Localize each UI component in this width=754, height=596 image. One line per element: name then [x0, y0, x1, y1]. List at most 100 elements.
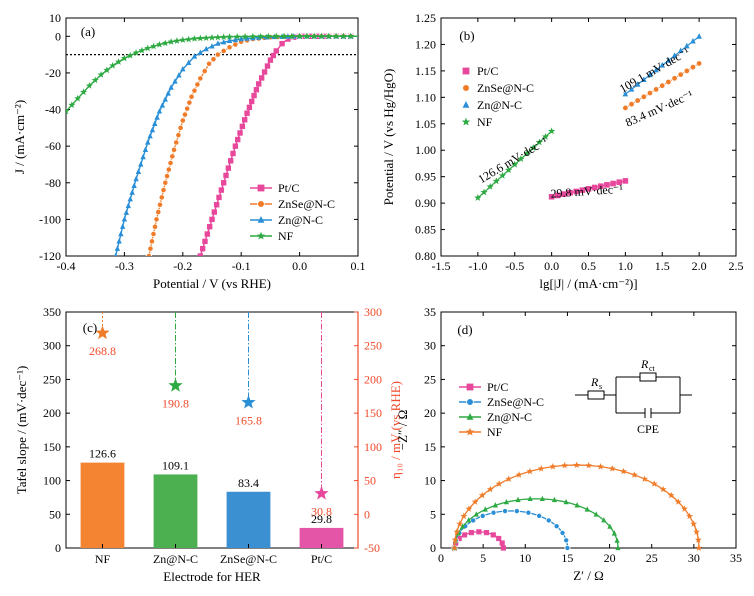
data-point — [223, 172, 229, 179]
y-tick-label: 20 — [424, 406, 436, 420]
data-point — [695, 60, 703, 67]
y-right-tick-label: 300 — [364, 305, 382, 319]
data-point — [168, 84, 174, 90]
data-point — [202, 34, 210, 41]
data-point — [205, 60, 213, 67]
x-tick-label: 20 — [604, 551, 616, 565]
legend-marker — [462, 67, 470, 75]
x-tick-label: 35 — [730, 551, 742, 565]
y-tick-label: 0 — [55, 29, 61, 43]
data-point — [147, 132, 153, 139]
bar-NF — [80, 462, 125, 548]
data-point — [554, 192, 561, 199]
data-point — [135, 168, 142, 174]
data-point — [246, 104, 253, 111]
legend-label: ZnSe@N-C — [278, 197, 335, 211]
data-point — [317, 32, 326, 40]
y-right-tick-label: 100 — [364, 440, 382, 454]
data-point — [641, 475, 649, 482]
data-point — [537, 465, 545, 472]
data-point — [693, 528, 700, 535]
tafel-slope-label: 126.6 mV·dec⁻¹ — [475, 134, 550, 187]
series-line-ZnSe@N-C — [148, 35, 358, 256]
panel-label: (a) — [81, 24, 95, 39]
data-point — [653, 66, 659, 73]
data-point — [132, 49, 140, 56]
data-point — [238, 35, 244, 42]
data-point — [214, 33, 222, 41]
legend-marker — [462, 101, 470, 108]
data-point — [165, 90, 171, 96]
data-point — [539, 495, 545, 501]
data-point — [659, 485, 667, 493]
data-point — [138, 161, 144, 167]
data-point — [567, 189, 573, 196]
data-point — [500, 545, 506, 551]
y-right-tick-label: 50 — [364, 474, 376, 488]
data-point — [614, 537, 620, 543]
data-point — [622, 90, 629, 97]
data-point — [209, 43, 215, 49]
x-tick-label: -1.5 — [432, 259, 451, 273]
y-tick-label: -60 — [45, 139, 61, 153]
rct-label: R — [640, 357, 649, 371]
data-point — [133, 175, 139, 182]
data-point — [74, 94, 82, 102]
x-tick-label: 1.5 — [655, 259, 670, 273]
data-point — [103, 66, 111, 74]
data-point — [640, 93, 648, 101]
data-point — [573, 461, 581, 468]
y-tick-label: 1.00 — [415, 143, 436, 157]
data-point — [114, 245, 121, 251]
data-point — [527, 495, 533, 501]
data-point — [470, 517, 477, 524]
data-point — [206, 224, 213, 230]
data-point — [159, 102, 166, 108]
data-point — [652, 86, 660, 93]
y-right-axis-label: η₁₀ / mV (vs RHE) — [388, 381, 403, 479]
y-tick-label: 1.05 — [415, 117, 436, 131]
y-tick-label: 300 — [43, 339, 61, 353]
y-tick-label: 0.85 — [415, 223, 436, 237]
x-tick-label: -1.0 — [468, 259, 487, 273]
x-tick-label: -0.3 — [115, 259, 134, 273]
data-point — [172, 78, 178, 84]
data-point — [215, 40, 221, 46]
data-point — [641, 76, 647, 82]
data-point — [559, 529, 566, 536]
y-axis-label: Potential / V (vs Hg/HgO) — [381, 69, 396, 206]
data-point — [601, 517, 607, 523]
data-point — [453, 528, 461, 535]
data-point — [145, 252, 153, 256]
y-tick-label: -80 — [45, 176, 61, 190]
legend-marker — [257, 184, 265, 192]
y-tick-label: 35 — [424, 305, 436, 319]
data-point — [261, 69, 268, 75]
y-tick-label: 0 — [430, 541, 436, 555]
data-point — [332, 32, 340, 40]
data-point — [160, 186, 167, 194]
data-point — [616, 179, 623, 186]
y-tick-label: 200 — [43, 406, 61, 420]
legend-marker — [257, 216, 265, 223]
data-point — [671, 75, 678, 82]
y-tick-label: 350 — [43, 305, 61, 319]
data-point — [150, 42, 158, 50]
data-point — [593, 511, 599, 517]
eta10-label: 268.8 — [89, 344, 116, 358]
y-tick-label: 250 — [43, 372, 61, 386]
data-point — [585, 461, 593, 469]
panel-d: 0 5 10 15 20 25 30 35 0 5 10 15 20 25 30 35 (d) Z′ / Ω −Z″… — [395, 305, 742, 583]
y-tick-label: 30 — [424, 339, 436, 353]
category-label: NF — [95, 552, 111, 566]
data-point — [158, 194, 165, 201]
x-tick-label: -0.4 — [57, 259, 76, 273]
category-label: Zn@N-C — [153, 552, 198, 566]
y-tick-label: -40 — [45, 103, 61, 117]
data-point — [216, 194, 222, 201]
data-point — [573, 188, 580, 195]
data-point — [242, 117, 248, 123]
data-point — [138, 46, 146, 54]
data-point — [156, 201, 164, 208]
data-point — [197, 253, 204, 256]
